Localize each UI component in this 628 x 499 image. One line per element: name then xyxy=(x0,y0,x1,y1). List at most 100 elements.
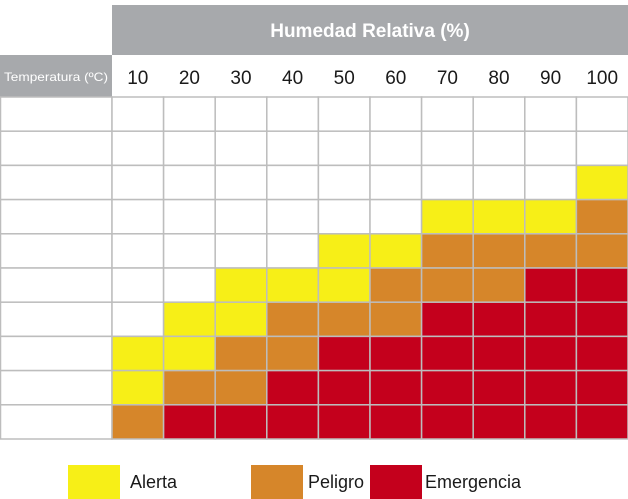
heatmap-cell xyxy=(111,267,165,303)
heatmap-cell xyxy=(214,369,268,406)
heatmap-cell xyxy=(524,164,578,201)
heatmap-cell xyxy=(111,130,165,167)
heatmap-cell xyxy=(369,198,423,235)
heatmap-cell xyxy=(420,301,474,338)
heatmap-cell xyxy=(317,404,371,440)
heatmap-cell xyxy=(420,233,474,269)
heatmap-cell xyxy=(472,267,526,303)
heatmap-cell xyxy=(266,369,320,406)
heatmap-cell xyxy=(472,130,526,167)
temperature-header-cell xyxy=(0,55,112,97)
heatmap-cell xyxy=(162,233,216,269)
heatmap-cell xyxy=(266,164,320,201)
heatmap-cell xyxy=(111,164,165,201)
humidity-tick-labels: 10 20 30 40 50 60 70 80 90 100 xyxy=(127,68,618,89)
heatmap-cell xyxy=(420,267,474,303)
legend-label-peligro: Peligro xyxy=(308,472,364,492)
heatmap-cell xyxy=(575,198,628,235)
heatmap-cell xyxy=(317,301,371,338)
heatmap-cell xyxy=(420,404,474,440)
row-label-cell xyxy=(0,369,113,406)
humidity-tick-40: 40 xyxy=(282,68,303,89)
heatmap-cell xyxy=(317,233,371,269)
heatmap-cell xyxy=(266,267,320,303)
heatmap-cell xyxy=(266,335,320,372)
heatmap-cell xyxy=(266,96,320,132)
heatmap-cell xyxy=(524,96,578,132)
heatmap-cell xyxy=(472,301,526,338)
row-label-cell xyxy=(0,164,113,201)
heatmap-cell xyxy=(369,301,423,338)
heatmap-cell xyxy=(162,130,216,167)
heatmap-cell xyxy=(317,335,371,372)
heatmap-cell xyxy=(214,233,268,269)
heatmap-cell xyxy=(162,335,216,372)
heatmap-cell xyxy=(266,301,320,338)
heatmap-cell xyxy=(111,233,165,269)
humidity-tick-10: 10 xyxy=(127,68,148,89)
heatmap-cell xyxy=(575,301,628,338)
heatmap-cell xyxy=(524,369,578,406)
heatmap-cell xyxy=(369,233,423,269)
heatmap-cell xyxy=(369,404,423,440)
legend-label-emergencia: Emergencia xyxy=(425,472,522,492)
heatmap-cell xyxy=(524,301,578,338)
humidity-tick-50: 50 xyxy=(334,68,355,89)
heatmap-cell xyxy=(472,164,526,201)
heatmap-cell xyxy=(420,198,474,235)
heatmap-cell xyxy=(472,335,526,372)
row-label-cell xyxy=(0,335,113,372)
heatmap-cell xyxy=(111,369,165,406)
heatmap-cell xyxy=(162,267,216,303)
heatmap-cell xyxy=(420,130,474,167)
heatmap-cell xyxy=(266,198,320,235)
heatmap-cell xyxy=(575,369,628,406)
heatmap-cell xyxy=(420,335,474,372)
heatmap-cell xyxy=(162,369,216,406)
heatmap-cell xyxy=(369,164,423,201)
heatmap-cell xyxy=(575,233,628,269)
heatmap-cell xyxy=(524,130,578,167)
heatmap-cell xyxy=(420,164,474,201)
humidity-tick-90: 90 xyxy=(540,68,561,89)
temperature-axis-title: Temperatura (ºC) xyxy=(4,70,108,84)
row-label-cell xyxy=(0,301,113,338)
heatmap-cell xyxy=(111,335,165,372)
heatmap-cell xyxy=(524,198,578,235)
heatmap-cell xyxy=(369,267,423,303)
legend-label-alerta: Alerta xyxy=(130,472,178,492)
legend: Alerta Peligro Emergencia xyxy=(68,465,522,499)
humidity-tick-100: 100 xyxy=(586,68,618,89)
heatmap-cell xyxy=(472,369,526,406)
heatmap-cell xyxy=(111,301,165,338)
heatmap-cell xyxy=(524,233,578,269)
humidity-tick-70: 70 xyxy=(437,68,458,89)
heatmap-cell xyxy=(472,198,526,235)
heatmap-cell xyxy=(575,96,628,132)
heatmap-cells xyxy=(0,96,628,440)
heatmap-cell xyxy=(420,369,474,406)
heatmap-cell xyxy=(575,335,628,372)
heatmap-cell xyxy=(472,96,526,132)
heatmap-cell xyxy=(524,335,578,372)
heatmap-cell xyxy=(214,130,268,167)
heatmap-cell xyxy=(317,267,371,303)
heatmap-cell xyxy=(111,96,165,132)
heatmap-cell xyxy=(369,369,423,406)
heatmap-cell xyxy=(162,96,216,132)
row-label-cell xyxy=(0,130,113,167)
heatmap-cell xyxy=(111,198,165,235)
row-label-cell xyxy=(0,96,113,132)
humidity-axis-title: Humedad Relativa (%) xyxy=(270,21,470,42)
heatmap-cell xyxy=(317,96,371,132)
heatmap-cell xyxy=(162,404,216,440)
legend-swatch-emergencia xyxy=(370,465,422,499)
heatmap-cell xyxy=(575,164,628,201)
legend-swatch-alerta xyxy=(68,465,120,499)
heatmap-cell xyxy=(214,404,268,440)
heatmap-cell xyxy=(524,267,578,303)
row-label-cell xyxy=(0,404,113,440)
heatmap-cell xyxy=(214,301,268,338)
row-label-cell xyxy=(0,233,113,269)
